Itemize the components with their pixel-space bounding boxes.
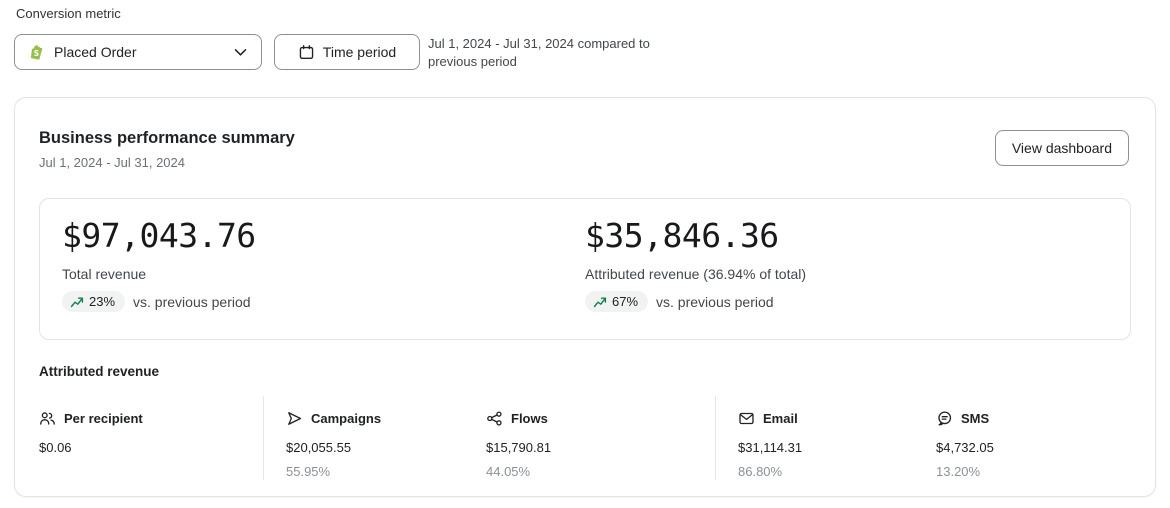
svg-text:S: S [34, 48, 39, 57]
people-icon [39, 410, 56, 427]
stat-value: $0.06 [39, 440, 72, 455]
revenue-metrics-panel: $97,043.76 Total revenue 23% vs. previou… [39, 198, 1131, 340]
attributed-revenue-section-heading: Attributed revenue [39, 364, 160, 379]
calendar-icon [298, 44, 315, 61]
attributed-revenue-label: Attributed revenue (36.94% of total) [585, 266, 807, 282]
stat-label: SMS [961, 411, 990, 426]
stat-value: $15,790.81 [486, 440, 552, 455]
total-revenue-change-badge: 23% [62, 291, 126, 312]
stat-percent: 13.20% [936, 464, 981, 479]
comparison-period-text: Jul 1, 2024 - Jul 31, 2024 compared to p… [428, 35, 698, 70]
stat-campaigns: Campaigns $20,055.55 55.95% [264, 396, 486, 480]
flow-icon [486, 410, 503, 427]
stat-percent: 44.05% [486, 464, 531, 479]
conversion-metric-value: Placed Order [54, 44, 137, 60]
send-icon [286, 410, 303, 427]
total-revenue-label: Total revenue [62, 266, 147, 282]
stat-value: $4,732.05 [936, 440, 994, 455]
stat-flows: Flows $15,790.81 44.05% [486, 396, 716, 480]
shopify-bag-icon: S [29, 44, 46, 61]
stat-per-recipient: Per recipient $0.06 [39, 396, 264, 480]
stat-sms: SMS $4,732.05 13.20% [936, 396, 1131, 480]
card-title: Business performance summary [39, 129, 295, 147]
total-revenue-metric: $97,043.76 Total revenue 23% vs. previou… [62, 216, 585, 339]
view-dashboard-button[interactable]: View dashboard [994, 130, 1129, 166]
stat-value: $31,114.31 [738, 440, 803, 455]
attributed-revenue-change-value: 67% [612, 294, 639, 309]
envelope-icon [738, 410, 755, 427]
stat-email: Email $31,114.31 86.80% [716, 396, 936, 480]
stat-label: Flows [511, 411, 548, 426]
chevron-down-icon [234, 48, 247, 57]
business-performance-card: Business performance summary Jul 1, 2024… [14, 97, 1156, 497]
trend-up-icon [593, 295, 607, 309]
time-period-button[interactable]: Time period [274, 34, 420, 70]
attributed-revenue-metric: $35,846.36 Attributed revenue (36.94% of… [585, 216, 1108, 339]
attributed-revenue-compare-text: vs. previous period [656, 293, 774, 310]
attributed-revenue-change-badge: 67% [585, 291, 649, 312]
sms-icon [936, 410, 953, 427]
comparison-line2: previous period [428, 53, 517, 69]
attributed-revenue-breakdown: Per recipient $0.06 Campaigns $20,055.55… [39, 396, 1131, 480]
trend-up-icon [70, 295, 84, 309]
stat-label: Campaigns [311, 411, 382, 426]
total-revenue-compare-text: vs. previous period [133, 293, 251, 310]
total-revenue-change-value: 23% [89, 294, 116, 309]
total-revenue-value: $97,043.76 [62, 216, 256, 255]
stat-label: Per recipient [64, 411, 143, 426]
stat-percent: 55.95% [286, 464, 331, 479]
attributed-revenue-value: $35,846.36 [585, 216, 779, 255]
time-period-label: Time period [322, 44, 397, 60]
card-date-range: Jul 1, 2024 - Jul 31, 2024 [39, 155, 185, 170]
stat-value: $20,055.55 [286, 440, 352, 455]
stat-percent: 86.80% [738, 464, 783, 479]
comparison-line1: Jul 1, 2024 - Jul 31, 2024 compared to [428, 36, 650, 51]
stat-label: Email [763, 411, 798, 426]
conversion-metric-dropdown[interactable]: S Placed Order [14, 34, 262, 70]
conversion-metric-label: Conversion metric [16, 6, 121, 21]
